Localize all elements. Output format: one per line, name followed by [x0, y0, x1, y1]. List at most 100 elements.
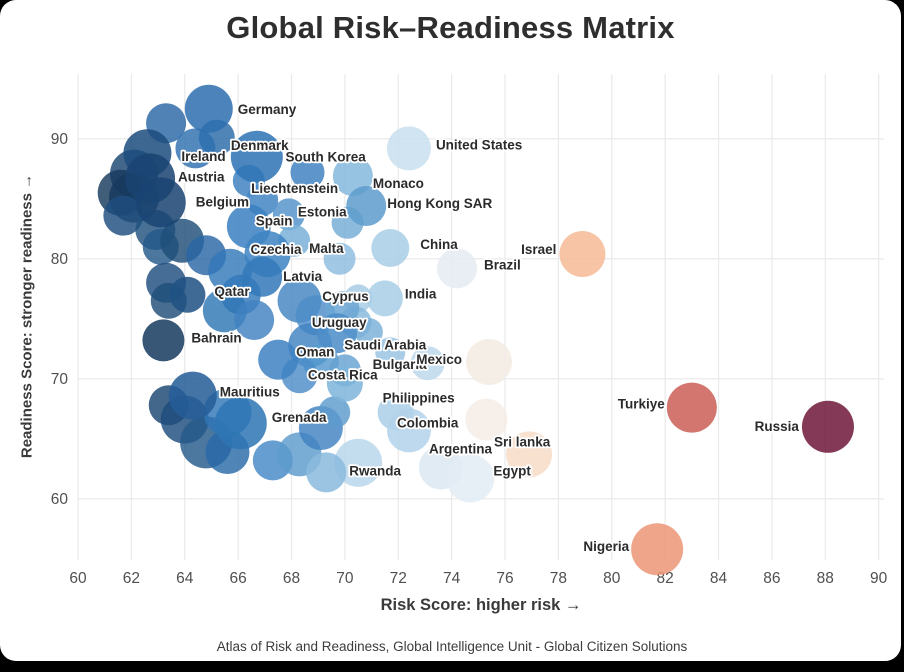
- x-tick-label: 84: [710, 570, 728, 587]
- bubble-brazil: [436, 248, 477, 289]
- bubble-china: [371, 229, 410, 267]
- bubble-unlabeled: [354, 318, 383, 346]
- country-label: Rwanda: [349, 463, 401, 478]
- x-tick-label: 66: [230, 570, 247, 587]
- country-label: Spain: [256, 213, 293, 228]
- bubble-oman: [258, 339, 299, 380]
- country-label: Germany: [238, 102, 297, 117]
- x-tick-label: 68: [283, 570, 300, 587]
- bubble-denmark: [230, 130, 283, 183]
- country-label: Estonia: [298, 204, 347, 219]
- bubble-turkiye: [666, 382, 717, 433]
- x-axis-title: Risk Score: higher risk →: [380, 596, 582, 614]
- country-label: Uruguay: [312, 315, 367, 330]
- x-tick-label: 90: [870, 570, 888, 587]
- country-label: Czechia: [250, 242, 302, 257]
- country-label: Cyprus: [322, 289, 369, 304]
- country-label: Philippines: [383, 390, 455, 405]
- country-label: Colombia: [397, 415, 459, 430]
- x-tick-label: 62: [123, 570, 140, 587]
- country-label: United States: [436, 137, 522, 152]
- bubble-nigeria: [631, 523, 684, 576]
- bubble-uruguay: [316, 313, 357, 354]
- y-tick-label: 80: [51, 251, 69, 268]
- country-label: Egypt: [493, 463, 531, 478]
- x-tick-label: 78: [550, 570, 567, 587]
- bubble-rwanda: [306, 452, 347, 493]
- country-label: Liechtenstein: [251, 181, 338, 196]
- bubble-estonia: [272, 198, 305, 231]
- bubble-unlabeled: [103, 195, 144, 236]
- country-label: Nigeria: [583, 539, 629, 554]
- source-caption: Atlas of Risk and Readiness, Global Inte…: [216, 639, 688, 654]
- country-label: Costa Rica: [308, 368, 378, 383]
- x-tick-label: 88: [817, 570, 834, 587]
- country-label: South Korea: [286, 149, 367, 164]
- bubble-unlabeled: [323, 242, 356, 275]
- y-tick-label: 60: [51, 491, 69, 508]
- country-label: Israel: [521, 242, 556, 257]
- bubble-latvia: [242, 256, 283, 297]
- bubble-united-states: [386, 126, 431, 171]
- x-tick-label: 72: [390, 570, 407, 587]
- x-tick-label: 70: [336, 570, 354, 587]
- x-tick-label: 64: [176, 570, 194, 587]
- country-label: Malta: [309, 241, 344, 256]
- bubble-monaco: [332, 156, 373, 196]
- bubble-mauritius: [168, 371, 217, 420]
- country-label: Brazil: [484, 257, 521, 272]
- country-label: Bulgaria: [373, 357, 428, 372]
- x-tick-label: 80: [603, 570, 621, 587]
- country-label: Monaco: [373, 176, 424, 191]
- bubble-belgium: [135, 177, 186, 228]
- bubble-costa-rica: [326, 365, 363, 402]
- country-label: Ireland: [181, 149, 225, 164]
- bubble-egypt: [446, 454, 495, 503]
- country-label: Saudi Arabia: [344, 337, 427, 352]
- country-label: Qatar: [214, 284, 250, 299]
- bubble-colombia: [386, 408, 431, 453]
- bubble-unlabeled: [465, 398, 508, 441]
- country-label: Russia: [755, 419, 800, 434]
- bubble-germany: [184, 84, 233, 133]
- y-axis-title: Readiness Score: stronger readiness →: [18, 173, 36, 459]
- x-tick-label: 76: [496, 570, 513, 587]
- chart-title: Global Risk–Readiness Matrix: [226, 10, 675, 45]
- x-tick-label: 74: [443, 570, 461, 587]
- bubble-unlabeled: [234, 300, 275, 340]
- country-label: Latvia: [283, 269, 323, 284]
- bubble-india: [366, 280, 403, 317]
- country-label: Belgium: [196, 194, 249, 209]
- y-tick-label: 70: [51, 371, 69, 388]
- bubble-grenada: [214, 397, 267, 450]
- bubble-saudi-arabia: [375, 337, 406, 368]
- country-label: Oman: [296, 345, 334, 360]
- bubble-bulgaria: [410, 346, 445, 381]
- bubble-unlabeled: [318, 396, 351, 429]
- country-label: Turkiye: [618, 397, 666, 412]
- bubble-south-korea: [290, 155, 325, 190]
- country-label: Mauritius: [220, 385, 280, 400]
- country-label: Denmark: [231, 138, 289, 153]
- country-label: Hong Kong SAR: [387, 196, 492, 211]
- bubble-israel: [559, 231, 606, 277]
- x-tick-label: 60: [69, 570, 87, 587]
- bubble-sri-lanka: [506, 431, 553, 478]
- y-tick-label: 90: [51, 131, 69, 148]
- bubble-qatar: [169, 276, 206, 313]
- country-label: Argentina: [429, 442, 492, 457]
- country-label: Sri lanka: [494, 434, 551, 449]
- country-label: India: [405, 286, 437, 301]
- country-label: Austria: [178, 169, 225, 184]
- bubble-bahrain: [142, 319, 185, 362]
- bubble-russia: [801, 400, 854, 453]
- bubble-unlabeled: [334, 438, 383, 487]
- country-label: Bahrain: [191, 330, 241, 345]
- country-label: Grenada: [272, 410, 327, 425]
- country-label: China: [420, 237, 458, 252]
- bubble-mexico: [466, 339, 513, 385]
- bubble-hong-kong-sar: [346, 186, 387, 226]
